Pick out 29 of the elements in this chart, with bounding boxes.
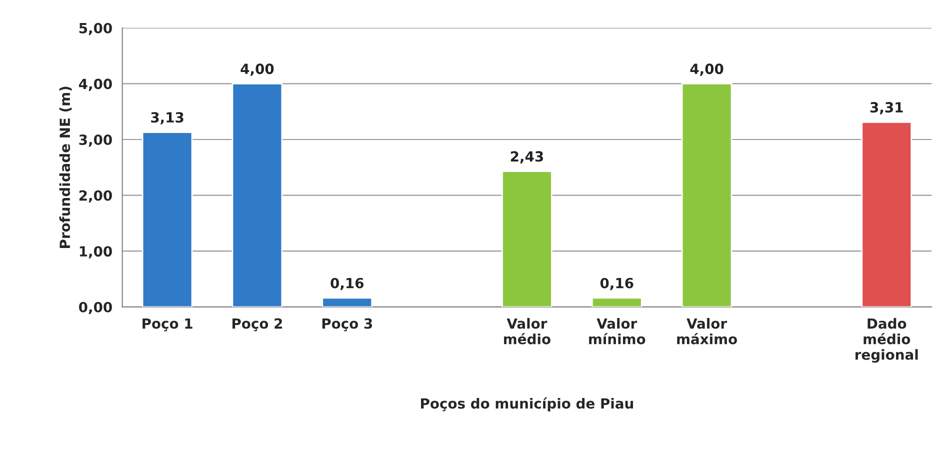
y-tick-label: 1,00 <box>80 246 112 258</box>
y-tick-label: 5,00 <box>79 22 112 36</box>
data-label: 0,16 <box>330 278 364 290</box>
bar <box>232 83 283 307</box>
y-tick-label: 2,00 <box>79 190 112 203</box>
bar <box>502 170 552 307</box>
bar <box>142 132 193 307</box>
data-label: 4,00 <box>240 64 274 76</box>
x-tick-label: Poço 2 <box>232 318 282 332</box>
x-tick-label: Valor mínimo <box>589 318 646 344</box>
data-label: 3,31 <box>870 102 903 114</box>
y-tick-label: 3,00 <box>79 134 112 147</box>
bar <box>591 297 642 307</box>
x-tick-label: Dado médio regional <box>856 318 918 363</box>
data-label: 0,16 <box>600 278 634 290</box>
x-tick-label: Valor máximo <box>677 318 737 344</box>
bar <box>681 83 732 307</box>
data-label: 2,43 <box>510 151 543 164</box>
y-tick-label: 4,00 <box>78 78 112 91</box>
bar <box>322 297 373 307</box>
data-label: 3,13 <box>151 112 184 124</box>
bar <box>861 122 912 307</box>
x-tick-label: Valor médio <box>504 318 550 344</box>
x-tick-label: Poço 3 <box>322 318 372 332</box>
data-label: 4,00 <box>690 64 724 76</box>
x-axis-title: Poços do município de Piau <box>421 397 633 412</box>
x-tick-label: Poço 1 <box>142 318 192 332</box>
y-axis-title: Profundidade NE (m) <box>59 86 72 248</box>
y-tick-label: 0,00 <box>79 302 112 314</box>
